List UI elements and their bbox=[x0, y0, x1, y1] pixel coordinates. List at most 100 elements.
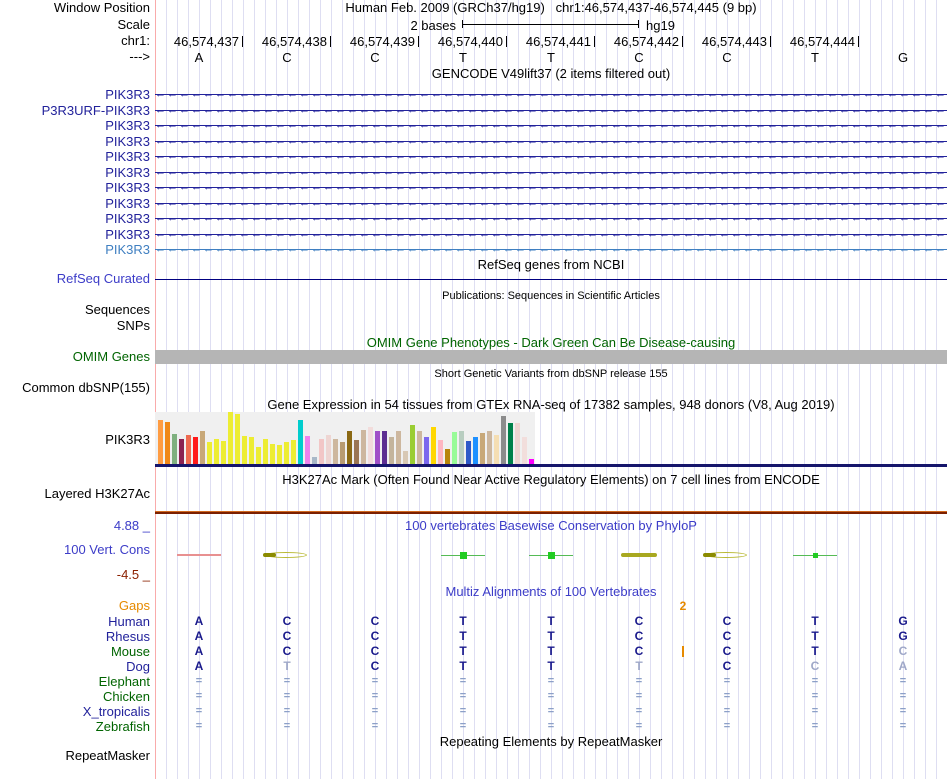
gtex-tissue-bar[interactable] bbox=[494, 435, 499, 464]
species-label[interactable]: Rhesus bbox=[105, 629, 150, 644]
h3k27ac-signal-line[interactable] bbox=[155, 511, 947, 514]
omim-genes-label[interactable]: OMIM Genes bbox=[72, 349, 150, 364]
omim-gene-bar[interactable] bbox=[155, 350, 947, 364]
scale-label: Scale bbox=[117, 17, 150, 32]
gtex-tissue-bar[interactable] bbox=[291, 440, 296, 464]
gene-label[interactable]: PIK3R3 bbox=[105, 87, 150, 102]
gene-model-row[interactable]: ←←←←←←←←←←←←←←←←←←←←←←←←←←←←←←←←←←←←←←←←… bbox=[155, 227, 947, 242]
repeatmasker-label[interactable]: RepeatMasker bbox=[65, 748, 150, 763]
common-dbsnp-label[interactable]: Common dbSNP(155) bbox=[22, 380, 150, 395]
gtex-tissue-bar[interactable] bbox=[214, 439, 219, 464]
gene-model-row[interactable]: ←←←←←←←←←←←←←←←←←←←←←←←←←←←←←←←←←←←←←←←←… bbox=[155, 196, 947, 211]
refseq-curated-item[interactable] bbox=[155, 279, 947, 280]
gtex-tissue-bar[interactable] bbox=[312, 457, 317, 464]
gtex-gene-label[interactable]: PIK3R3 bbox=[105, 432, 150, 447]
gene-model-row[interactable]: ←←←←←←←←←←←←←←←←←←←←←←←←←←←←←←←←←←←←←←←←… bbox=[155, 211, 947, 226]
refseq-curated-label[interactable]: RefSeq Curated bbox=[56, 271, 150, 286]
gene-model-row[interactable]: ←←←←←←←←←←←←←←←←←←←←←←←←←←←←←←←←←←←←←←←←… bbox=[155, 103, 947, 118]
gaps-label[interactable]: Gaps bbox=[118, 598, 150, 613]
gtex-tissue-bar[interactable] bbox=[207, 442, 212, 464]
gtex-tissue-bar[interactable] bbox=[193, 437, 198, 464]
gtex-tissue-bar[interactable] bbox=[354, 440, 359, 464]
gtex-tissue-bar[interactable] bbox=[319, 439, 324, 464]
gtex-tissue-bar[interactable] bbox=[340, 442, 345, 464]
gene-label[interactable]: PIK3R3 bbox=[105, 227, 150, 242]
gtex-tissue-bar[interactable] bbox=[389, 437, 394, 464]
gtex-tissue-bar[interactable] bbox=[326, 435, 331, 464]
gtex-tissue-bar[interactable] bbox=[508, 423, 513, 464]
gtex-tissue-bar[interactable] bbox=[256, 447, 261, 464]
gtex-tissue-bar[interactable] bbox=[515, 423, 520, 464]
gtex-tissue-bar[interactable] bbox=[522, 437, 527, 464]
gtex-tissue-bar[interactable] bbox=[396, 431, 401, 464]
base-gridlines bbox=[166, 0, 947, 779]
gtex-tissue-bar[interactable] bbox=[249, 437, 254, 464]
gtex-tissue-bar[interactable] bbox=[172, 434, 177, 464]
gene-model-row[interactable]: ←←←←←←←←←←←←←←←←←←←←←←←←←←←←←←←←←←←←←←←←… bbox=[155, 118, 947, 133]
species-label[interactable]: Dog bbox=[126, 659, 150, 674]
species-label[interactable]: X_tropicalis bbox=[82, 704, 150, 719]
gtex-tissue-bar[interactable] bbox=[529, 459, 534, 464]
gene-model-row[interactable]: ←←←←←←←←←←←←←←←←←←←←←←←←←←←←←←←←←←←←←←←←… bbox=[155, 87, 947, 102]
gtex-tissue-bar[interactable] bbox=[179, 439, 184, 464]
gtex-tissue-bar[interactable] bbox=[263, 439, 268, 464]
gtex-tissue-bar[interactable] bbox=[480, 433, 485, 464]
gtex-tissue-bar[interactable] bbox=[382, 431, 387, 464]
gtex-tissue-bar[interactable] bbox=[417, 431, 422, 464]
gtex-tissue-bar[interactable] bbox=[165, 422, 170, 464]
gtex-tissue-bar[interactable] bbox=[438, 440, 443, 464]
species-label[interactable]: Zebrafish bbox=[95, 719, 150, 734]
gtex-tissue-bar[interactable] bbox=[186, 435, 191, 464]
gtex-tissue-bar[interactable] bbox=[368, 427, 373, 464]
gtex-tissue-bar[interactable] bbox=[277, 445, 282, 464]
gtex-tissue-bar[interactable] bbox=[221, 441, 226, 464]
gtex-tissue-bar[interactable] bbox=[347, 431, 352, 464]
gene-label[interactable]: PIK3R3 bbox=[105, 165, 150, 180]
gene-label[interactable]: PIK3R3 bbox=[105, 134, 150, 149]
h3k27ac-label[interactable]: Layered H3K27Ac bbox=[44, 486, 150, 501]
gtex-tissue-bar[interactable] bbox=[473, 437, 478, 464]
gene-label[interactable]: P3R3URF-PIK3R3 bbox=[41, 103, 150, 118]
gene-label[interactable]: PIK3R3 bbox=[105, 118, 150, 133]
gtex-tissue-bar[interactable] bbox=[242, 436, 247, 464]
gtex-tissue-bar[interactable] bbox=[424, 437, 429, 464]
snps-label[interactable]: SNPs bbox=[116, 318, 150, 333]
gtex-tissue-bar[interactable] bbox=[459, 431, 464, 464]
gene-label[interactable]: PIK3R3 bbox=[105, 211, 150, 226]
gtex-tissue-bar[interactable] bbox=[452, 432, 457, 464]
gtex-tissue-bar[interactable] bbox=[501, 416, 506, 464]
gtex-tissue-bar[interactable] bbox=[305, 436, 310, 464]
gtex-tissue-bar[interactable] bbox=[228, 412, 233, 464]
gene-label[interactable]: PIK3R3 bbox=[105, 242, 150, 257]
species-label[interactable]: Elephant bbox=[98, 674, 150, 689]
species-label[interactable]: Mouse bbox=[110, 644, 150, 659]
gene-model-row[interactable]: ←←←←←←←←←←←←←←←←←←←←←←←←←←←←←←←←←←←←←←←←… bbox=[155, 149, 947, 164]
species-label[interactable]: Human bbox=[108, 614, 150, 629]
gtex-tissue-bar[interactable] bbox=[298, 420, 303, 464]
gene-label[interactable]: PIK3R3 bbox=[105, 196, 150, 211]
gtex-tissue-bar[interactable] bbox=[200, 431, 205, 464]
gtex-tissue-bar[interactable] bbox=[333, 439, 338, 464]
gene-label[interactable]: PIK3R3 bbox=[105, 180, 150, 195]
conservation-label[interactable]: 100 Vert. Cons bbox=[64, 542, 150, 557]
gtex-tissue-bar[interactable] bbox=[270, 444, 275, 464]
gtex-tissue-bar[interactable] bbox=[487, 431, 492, 464]
gtex-tissue-bar[interactable] bbox=[403, 451, 408, 464]
gene-model-row[interactable]: ←←←←←←←←←←←←←←←←←←←←←←←←←←←←←←←←←←←←←←←←… bbox=[155, 165, 947, 180]
gene-label[interactable]: PIK3R3 bbox=[105, 149, 150, 164]
gtex-tissue-bar[interactable] bbox=[361, 430, 366, 464]
gtex-tissue-bar[interactable] bbox=[445, 449, 450, 464]
sequences-label[interactable]: Sequences bbox=[84, 302, 150, 317]
gtex-plot-area[interactable] bbox=[155, 412, 535, 464]
gene-model-row[interactable]: ←←←←←←←←←←←←←←←←←←←←←←←←←←←←←←←←←←←←←←←←… bbox=[155, 134, 947, 149]
gtex-tissue-bar[interactable] bbox=[235, 414, 240, 464]
gene-model-row[interactable]: ←←←←←←←←←←←←←←←←←←←←←←←←←←←←←←←←←←←←←←←←… bbox=[155, 180, 947, 195]
gtex-tissue-bar[interactable] bbox=[284, 442, 289, 464]
gene-model-row[interactable]: ←←←←←←←←←←←←←←←←←←←←←←←←←←←←←←←←←←←←←←←←… bbox=[155, 242, 947, 257]
gtex-tissue-bar[interactable] bbox=[410, 425, 415, 464]
gtex-tissue-bar[interactable] bbox=[375, 431, 380, 464]
species-label[interactable]: Chicken bbox=[103, 689, 150, 704]
gtex-tissue-bar[interactable] bbox=[466, 441, 471, 464]
gtex-tissue-bar[interactable] bbox=[158, 420, 163, 464]
gtex-tissue-bar[interactable] bbox=[431, 427, 436, 464]
